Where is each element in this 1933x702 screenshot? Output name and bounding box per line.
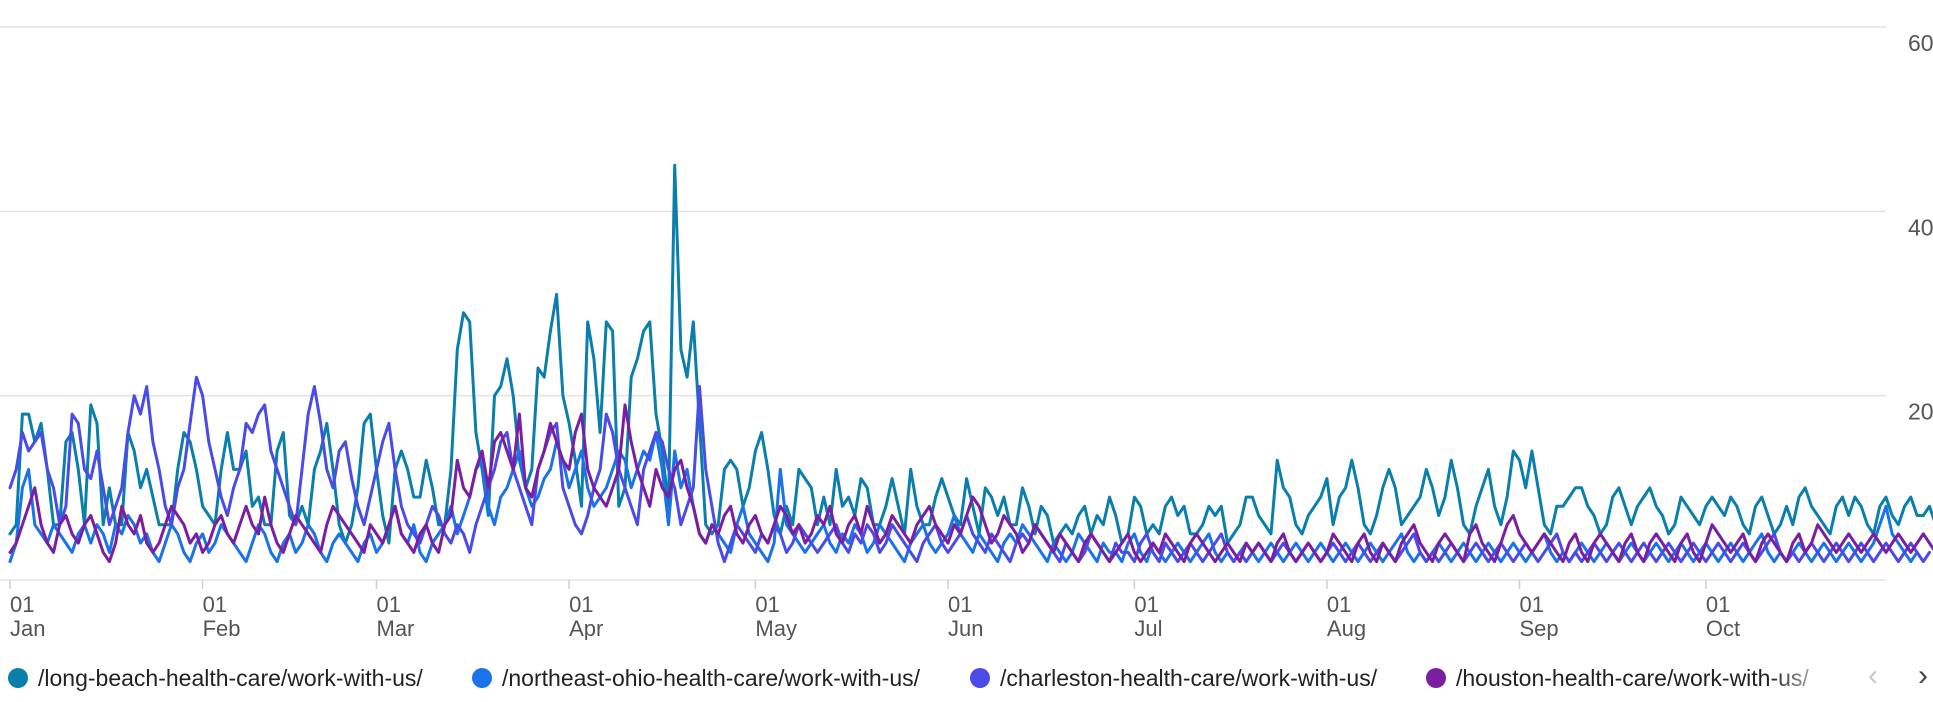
x-tick-day: 01: [203, 592, 227, 617]
x-tick-day: 01: [948, 592, 972, 617]
x-tick-day: 01: [1706, 592, 1730, 617]
x-tick-month: Mar: [377, 616, 415, 640]
x-tick-day: 01: [1327, 592, 1351, 617]
x-tick-day: 01: [1519, 592, 1543, 617]
line-chart: 60 40 20 01 Jan 01 Feb 01 Mar 01 Apr 01 May 01 Jun 01 Ju…: [0, 26, 1933, 641]
x-tick-day: 01: [755, 592, 779, 617]
legend-item-northeast-ohio[interactable]: /northeast-ohio-health-care/work-with-us…: [472, 662, 920, 694]
x-tick-day: 01: [10, 592, 34, 617]
x-tick-month: Aug: [1327, 616, 1366, 640]
x-tick-month: Jan: [10, 616, 45, 640]
x-tick-day: 01: [569, 592, 593, 617]
legend-label: /long-beach-health-care/work-with-us/: [38, 664, 423, 691]
legend-dot-icon: [1426, 668, 1446, 688]
x-tick-month: May: [755, 616, 797, 640]
legend-label: /charleston-health-care/work-with-us/: [1000, 664, 1378, 691]
series-line-3: [8, 375, 1931, 564]
x-tick-month: Apr: [569, 616, 603, 640]
chart-canvas: 60402001Jan01Feb01Mar01Apr01May01Jun01Ju…: [0, 26, 1933, 641]
x-tick-month: Sep: [1519, 616, 1558, 640]
legend-next-icon[interactable]: ›: [1918, 659, 1928, 692]
x-tick-month: Jun: [948, 616, 983, 640]
series-line-1: [8, 163, 1933, 545]
legend-item-charleston[interactable]: /charleston-health-care/work-with-us/: [970, 662, 1377, 694]
x-tick-month: Oct: [1706, 616, 1740, 640]
legend-fade: [1770, 662, 1840, 694]
series-line-2: [8, 431, 1919, 564]
legend-prev-icon[interactable]: ‹: [1868, 659, 1878, 692]
y-tick-label: 60: [1908, 30, 1933, 56]
legend-dot-icon: [8, 668, 28, 688]
x-tick-day: 01: [1134, 592, 1158, 617]
x-tick-month: Feb: [203, 616, 241, 640]
legend-item-long-beach[interactable]: /long-beach-health-care/work-with-us/: [8, 662, 423, 694]
x-tick-month: Jul: [1134, 616, 1162, 640]
legend-dot-icon: [472, 668, 492, 688]
x-tick-day: 01: [377, 592, 401, 617]
legend-item-houston[interactable]: /houston-health-care/work-with-us/: [1426, 662, 1809, 694]
y-tick-label: 40: [1908, 214, 1933, 240]
y-tick-label: 20: [1908, 399, 1933, 425]
legend-label: /northeast-ohio-health-care/work-with-us…: [502, 664, 921, 691]
chart-legend: /long-beach-health-care/work-with-us/ /n…: [0, 662, 1933, 694]
legend-label: /houston-health-care/work-with-us/: [1456, 664, 1809, 691]
series-line-4: [8, 403, 1933, 564]
legend-dot-icon: [970, 668, 990, 688]
